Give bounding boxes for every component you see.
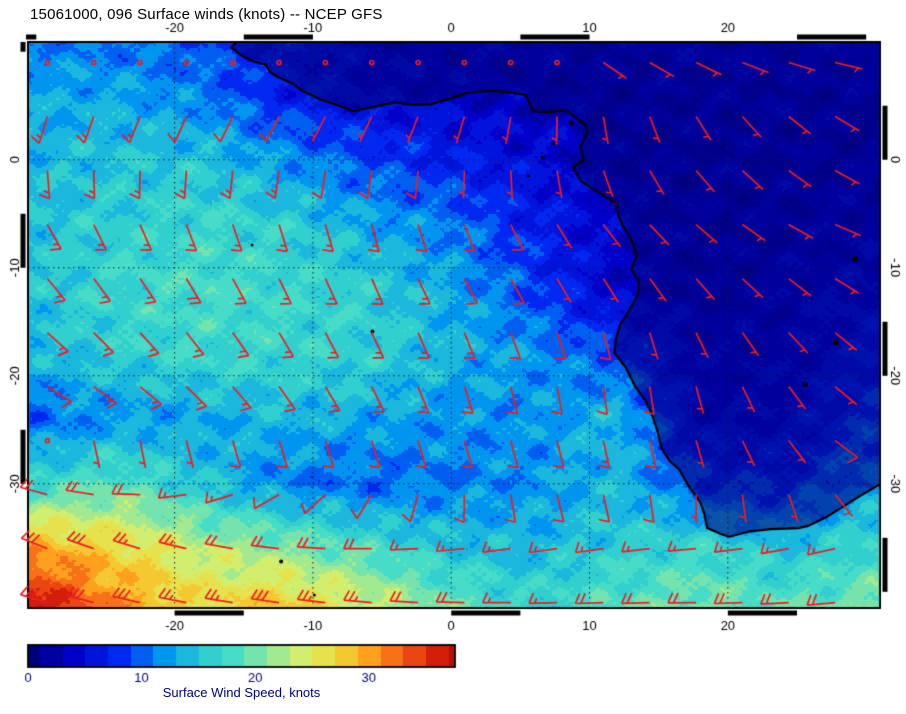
page-title: 15061000, 096 Surface winds (knots) -- N… <box>30 6 383 23</box>
colorbar-caption: Surface Wind Speed, knots <box>162 685 321 700</box>
